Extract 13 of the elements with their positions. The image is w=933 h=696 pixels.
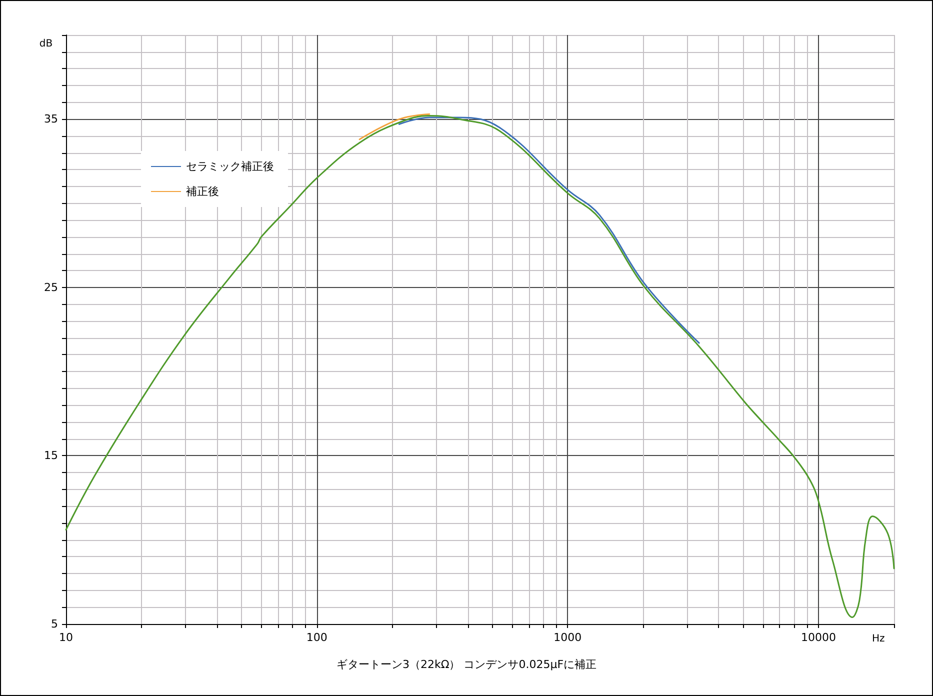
y-tick-label: 5 (51, 618, 58, 630)
y-tick-label: 35 (44, 112, 58, 126)
legend-label: セラミック補正後 (186, 160, 274, 173)
text: ギタートーン3（22kΩ） コンデンサ0.025μFに補正 (336, 658, 597, 671)
y-tick-label: 25 (44, 280, 58, 294)
x-tick-label: 1000 (554, 631, 582, 644)
y-axis-title: dB (39, 38, 53, 50)
x-axis-title: Hz (872, 634, 885, 644)
y-tick-label: 15 (44, 449, 58, 462)
legend-label: 補正後 (186, 185, 219, 198)
x-tick-label: 10 (59, 631, 73, 644)
x-tick-label: 10000 (800, 631, 836, 644)
x-tick-label: 100 (306, 631, 328, 644)
